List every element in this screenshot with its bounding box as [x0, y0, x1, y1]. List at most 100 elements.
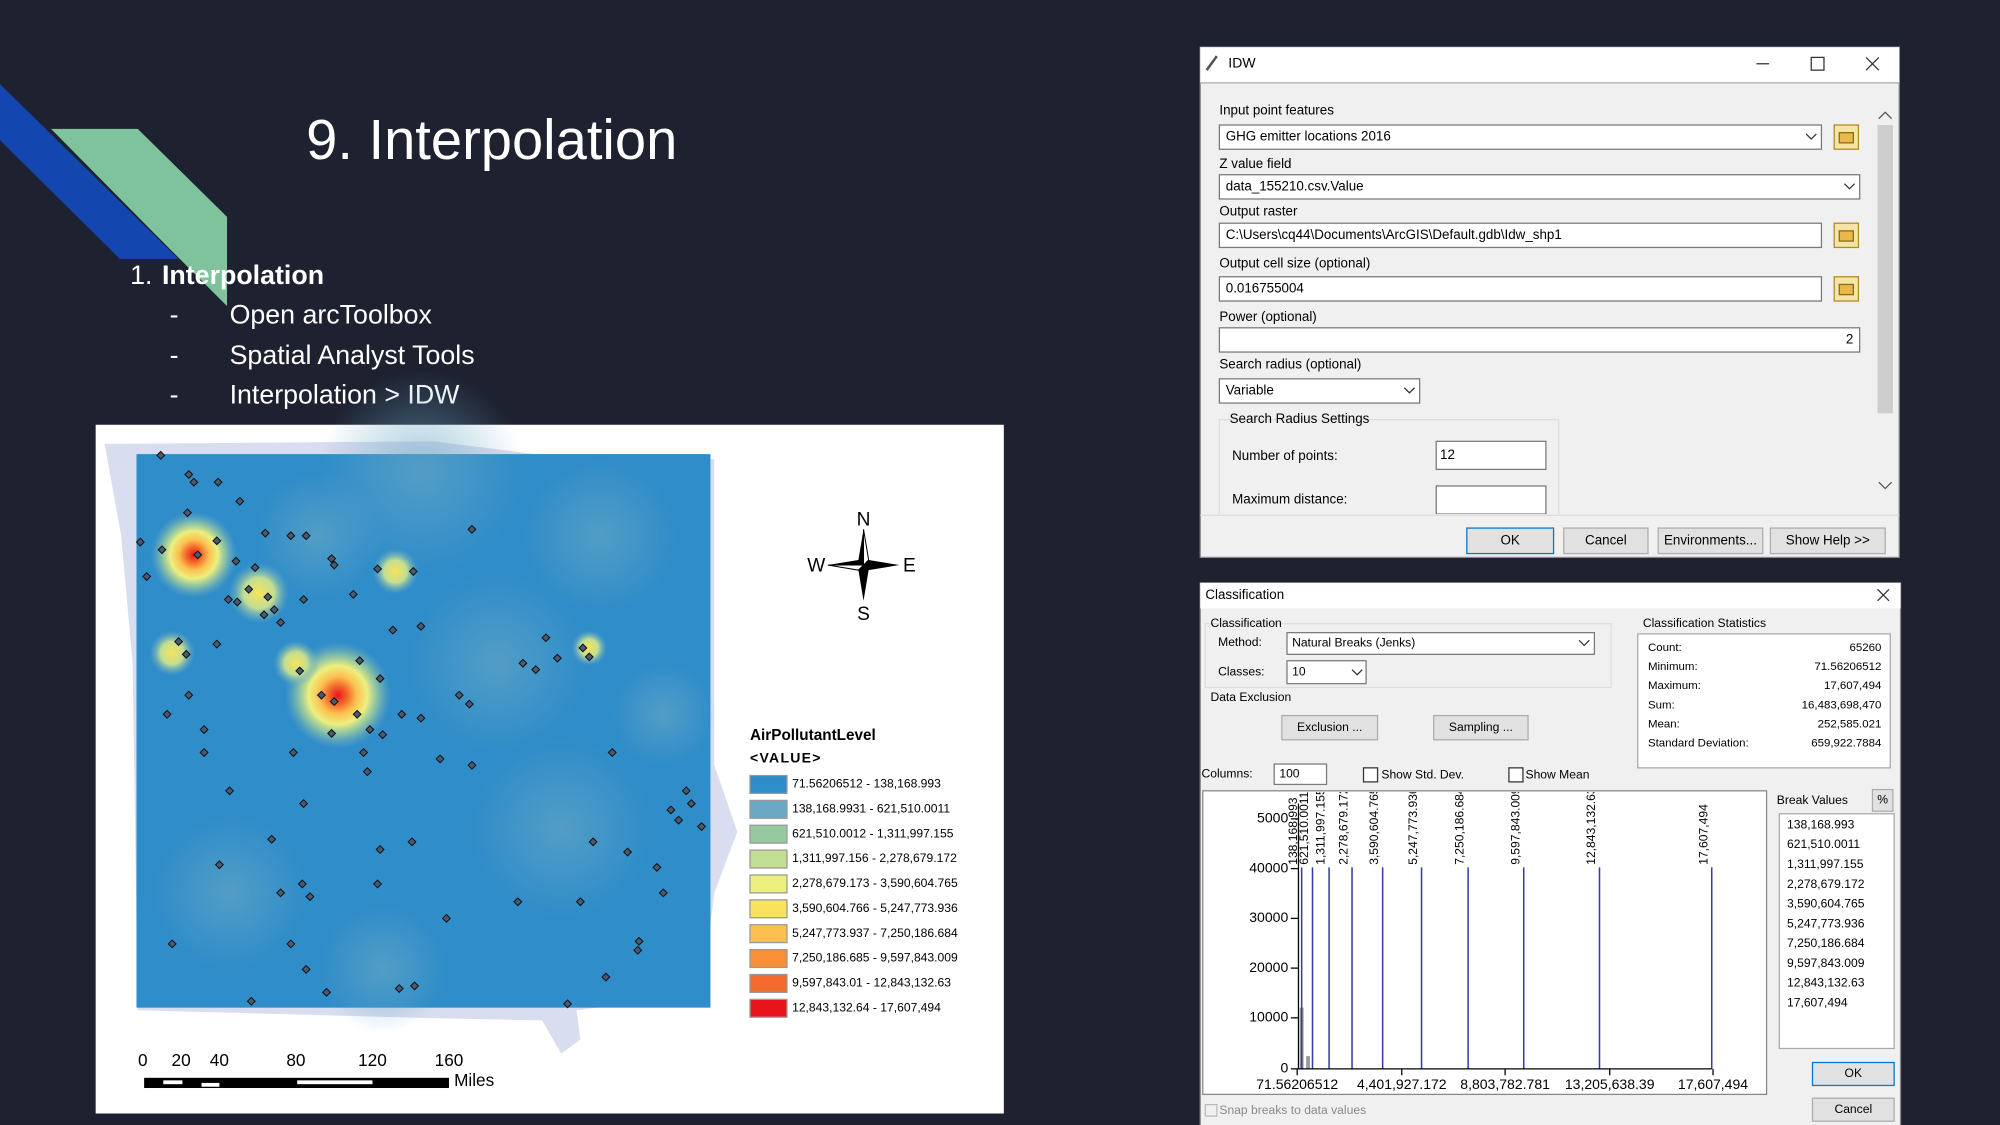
break-value: 5,247,773.936 [1787, 916, 1865, 930]
distance-input[interactable] [1435, 485, 1547, 515]
emitter-point [394, 983, 404, 994]
statistic-value: 71.56206512 [1814, 661, 1881, 673]
emitter-point [375, 674, 385, 684]
emitter-point [588, 837, 598, 847]
emitter-point [666, 805, 676, 815]
idw-button-label: OK [1501, 532, 1520, 547]
break-line-label: 2,278,679.172 [1337, 787, 1351, 865]
y-tick-label: 30000 [1249, 909, 1288, 925]
break-line-label: 621,510.0011 [1297, 791, 1311, 864]
output-raster-input[interactable] [1218, 222, 1823, 249]
legend-swatch [749, 998, 788, 1018]
method-select[interactable] [1286, 632, 1596, 655]
idw-button-label: Cancel [1585, 532, 1627, 547]
legend-title: AirPollutantLevel [750, 727, 876, 744]
cell-size-input[interactable] [1218, 276, 1823, 302]
group-title: Search Radius Settings [1230, 411, 1370, 426]
map-region [408, 573, 587, 753]
legend-label: 5,247,773.937 - 7,250,186.684 [792, 926, 958, 940]
legend-label: 71.56206512 - 138,168.993 [792, 777, 941, 791]
compass-e: E [903, 555, 916, 576]
input-features-input[interactable] [1218, 124, 1823, 150]
exclusion-button[interactable] [1433, 714, 1529, 741]
idw-titlebar [1200, 47, 1900, 83]
checkbox[interactable] [1362, 767, 1379, 783]
emitter-point [584, 652, 594, 662]
break-value: 621,510.0011 [1787, 837, 1860, 851]
emitter-point [276, 888, 286, 898]
z-field-input[interactable] [1218, 174, 1861, 200]
emitter-point [575, 897, 585, 907]
exclusion-button[interactable] [1281, 714, 1379, 741]
x-tick-label: 8,803,782.781 [1460, 1076, 1550, 1092]
folder-icon [1838, 132, 1854, 144]
input-features-value: GHG emitter locations 2016 [1226, 129, 1391, 144]
dropdown-arrow[interactable] [1805, 133, 1817, 140]
emitter-point [321, 987, 332, 997]
emitter-point [552, 653, 562, 663]
idw-button[interactable] [1657, 527, 1764, 555]
emitter-point [301, 964, 311, 974]
scale-tick: 40 [210, 1050, 229, 1070]
dropdown-arrow[interactable] [1843, 183, 1856, 190]
checkbox[interactable] [1508, 767, 1524, 783]
emitter-point [295, 666, 305, 676]
emitter-point [316, 690, 326, 700]
power-input[interactable] [1218, 327, 1861, 353]
scroll-up[interactable] [1878, 111, 1893, 120]
emitter-point [213, 477, 223, 487]
checkbox-label: Show Std. Dev. [1381, 768, 1464, 782]
break-value: 7,250,186.684 [1787, 936, 1865, 950]
dialog-button[interactable] [1811, 1061, 1895, 1087]
statistic-label: Maximum: [1648, 680, 1701, 692]
list-item: Open arcToolbox [230, 299, 433, 329]
break-line-label: 138,168.993 [1286, 797, 1300, 865]
hotspot [228, 562, 290, 624]
legend-swatch [749, 874, 788, 894]
legend-swatch [749, 924, 788, 944]
search-radius-input[interactable] [1218, 378, 1421, 404]
idw-button[interactable] [1769, 527, 1886, 555]
emitter-point [388, 625, 398, 635]
emitter-point [181, 649, 191, 659]
statistic-value: 659,922.7884 [1811, 738, 1882, 750]
emitter-point [375, 844, 385, 855]
emitter-point [397, 709, 407, 719]
compass-rose-light [827, 529, 870, 571]
x-tick-label: 13,205,638.39 [1565, 1076, 1655, 1092]
compass-n: N [857, 509, 871, 530]
idw-button-label: Show Help >> [1786, 532, 1870, 547]
emitter-point [441, 913, 451, 923]
idw-button[interactable] [1466, 527, 1555, 555]
classes-label: Classes: [1218, 664, 1264, 678]
z-field-value: data_155210.csv.Value [1226, 178, 1364, 193]
map-region [471, 739, 651, 919]
close-button [1865, 56, 1880, 71]
emitter-point [623, 847, 633, 857]
histogram-bar [1306, 1056, 1310, 1069]
points-input[interactable] [1435, 440, 1547, 471]
list-number: 1. [130, 260, 152, 290]
legend-label: 7,250,186.685 - 9,597,843.009 [792, 951, 958, 965]
method-value: Natural Breaks (Jenks) [1292, 636, 1415, 650]
legend-field: <VALUE> [750, 750, 822, 766]
input-features-label: Input point features [1219, 103, 1334, 118]
dropdown-arrow[interactable] [1403, 387, 1415, 394]
output-raster-value: C:\Users\cq44\Documents\ArcGIS\Default.g… [1226, 227, 1562, 242]
close-button [1877, 588, 1890, 602]
points-label: Number of points: [1232, 448, 1338, 463]
emitter-point [355, 656, 365, 666]
percent-button[interactable] [1871, 788, 1894, 812]
dialog-button[interactable] [1811, 1097, 1895, 1122]
idw-button[interactable] [1563, 527, 1649, 555]
scroll-down[interactable] [1878, 481, 1893, 490]
columns-spinner[interactable] [1273, 763, 1328, 786]
output-raster-label: Output raster [1219, 203, 1298, 218]
emitter-point [269, 605, 279, 615]
map-region [153, 816, 307, 970]
classes-select[interactable] [1286, 660, 1367, 685]
snap-breaks-label: Snap breaks to data values [1219, 1103, 1366, 1117]
checkbox[interactable] [1204, 1103, 1218, 1117]
break-value: 17,607,494 [1787, 995, 1848, 1009]
